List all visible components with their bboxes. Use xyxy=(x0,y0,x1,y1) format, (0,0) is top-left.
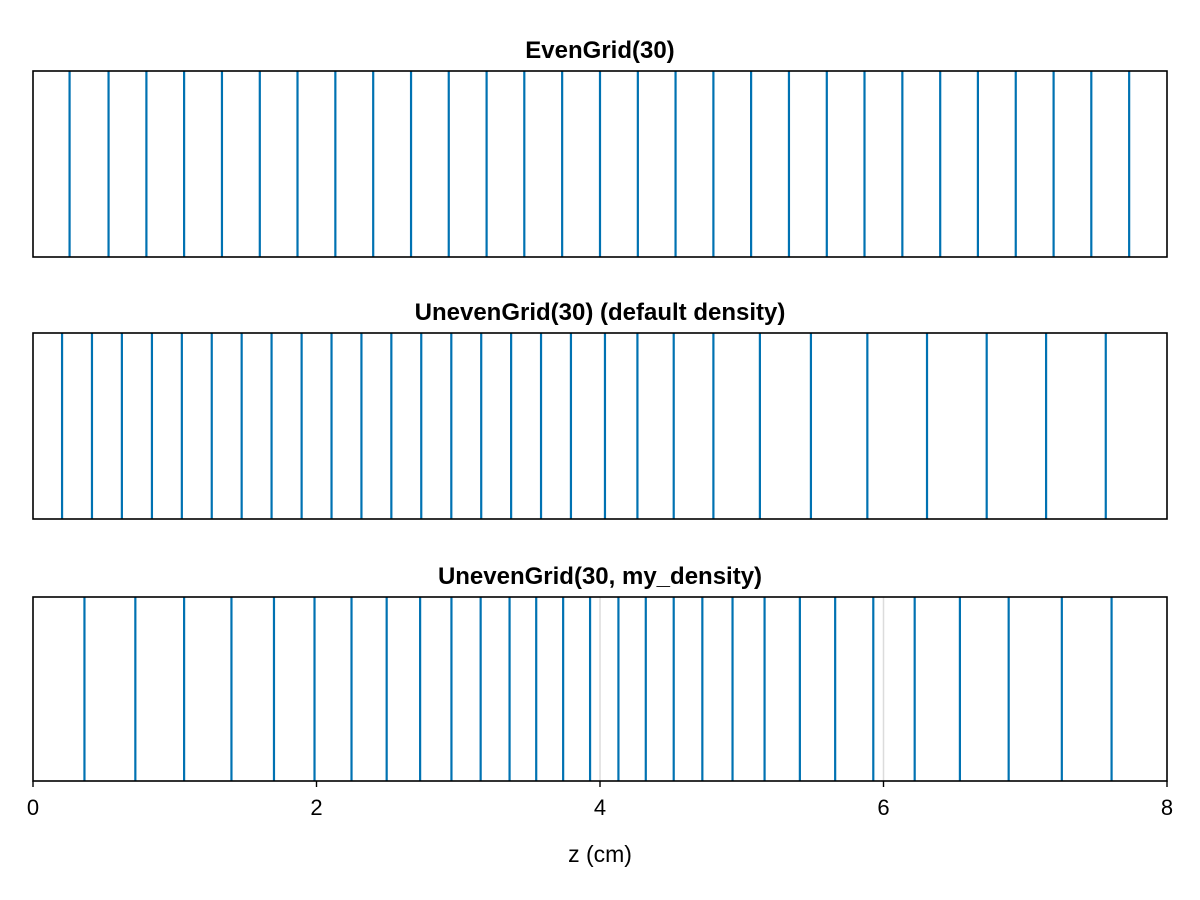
panel-even-grid: EvenGrid(30) xyxy=(32,37,1168,258)
x-tick-label: 6 xyxy=(877,795,889,820)
panel-title: UnevenGrid(30, my_density) xyxy=(438,563,762,590)
grid-point-lines xyxy=(83,597,1113,781)
x-tick-label: 2 xyxy=(310,795,322,820)
x-tick-label: 0 xyxy=(27,795,39,820)
panel-frame xyxy=(32,332,1168,520)
panel-frame xyxy=(32,70,1168,258)
grid-point-lines xyxy=(60,333,1107,519)
x-axis-label: z (cm) xyxy=(568,841,632,867)
grid-point-lines xyxy=(68,71,1131,257)
x-tick-label: 4 xyxy=(594,795,606,820)
panel-uneven-grid-default: UnevenGrid(30) (default density) xyxy=(32,299,1168,520)
x-axis-ticks: 0 2 4 6 8 xyxy=(27,781,1173,820)
panel-title: UnevenGrid(30) (default density) xyxy=(415,299,786,326)
panel-title: EvenGrid(30) xyxy=(525,37,674,64)
gridline-group xyxy=(599,597,885,781)
panel-uneven-grid-my-density: UnevenGrid(30, my_density) 0 2 4 6 8 z (cm) xyxy=(27,563,1173,867)
x-tick-label: 8 xyxy=(1161,795,1173,820)
